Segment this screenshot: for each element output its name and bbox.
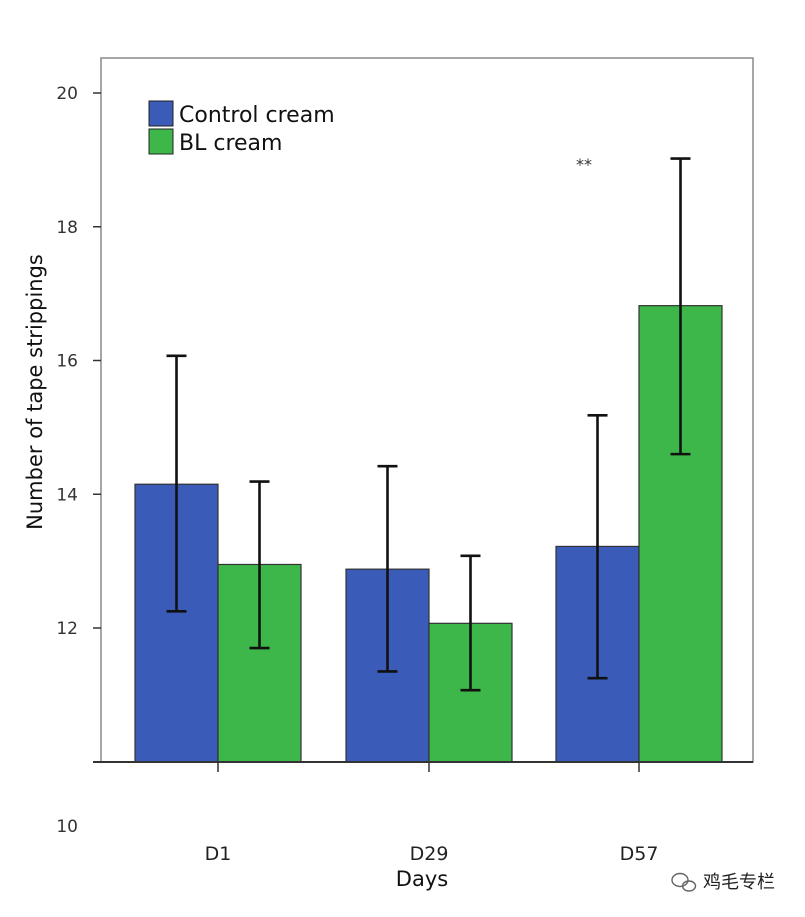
x-tick-label-d29: D29 bbox=[410, 843, 449, 865]
legend-swatch-control bbox=[148, 100, 174, 127]
y-tick-label-18: 18 bbox=[56, 218, 78, 238]
legend-label-control: Control cream bbox=[179, 103, 335, 128]
error-bar-d57-control bbox=[587, 414, 608, 680]
legend-label-bl: BL cream bbox=[179, 131, 282, 156]
x-axis-title: Days bbox=[396, 867, 448, 891]
significance-annotation: ** bbox=[576, 155, 592, 174]
error-bar-d29-bl bbox=[460, 554, 481, 692]
watermark-text: 鸡毛专栏 bbox=[703, 872, 775, 893]
watermark: 鸡毛专栏 bbox=[671, 872, 775, 893]
wechat-icon bbox=[671, 872, 697, 892]
y-tick-label-14: 14 bbox=[56, 485, 78, 505]
legend-swatch-bl bbox=[148, 128, 174, 155]
x-tick-label-d1: D1 bbox=[205, 843, 232, 865]
error-bar-d29-control bbox=[377, 464, 398, 673]
error-bar-d57-bl bbox=[670, 157, 691, 456]
y-tick-label-10: 10 bbox=[56, 817, 78, 837]
error-bar-d1-bl bbox=[249, 480, 270, 650]
x-tick-label-d57: D57 bbox=[620, 843, 659, 865]
y-tick-label-12: 12 bbox=[56, 619, 78, 639]
y-tick-label-20: 20 bbox=[56, 84, 78, 104]
y-axis-title: Number of tape strippings bbox=[23, 254, 47, 530]
error-bar-d1-control bbox=[166, 354, 187, 613]
y-tick-label-16: 16 bbox=[56, 352, 78, 372]
legend: Control cream BL cream bbox=[148, 100, 335, 156]
